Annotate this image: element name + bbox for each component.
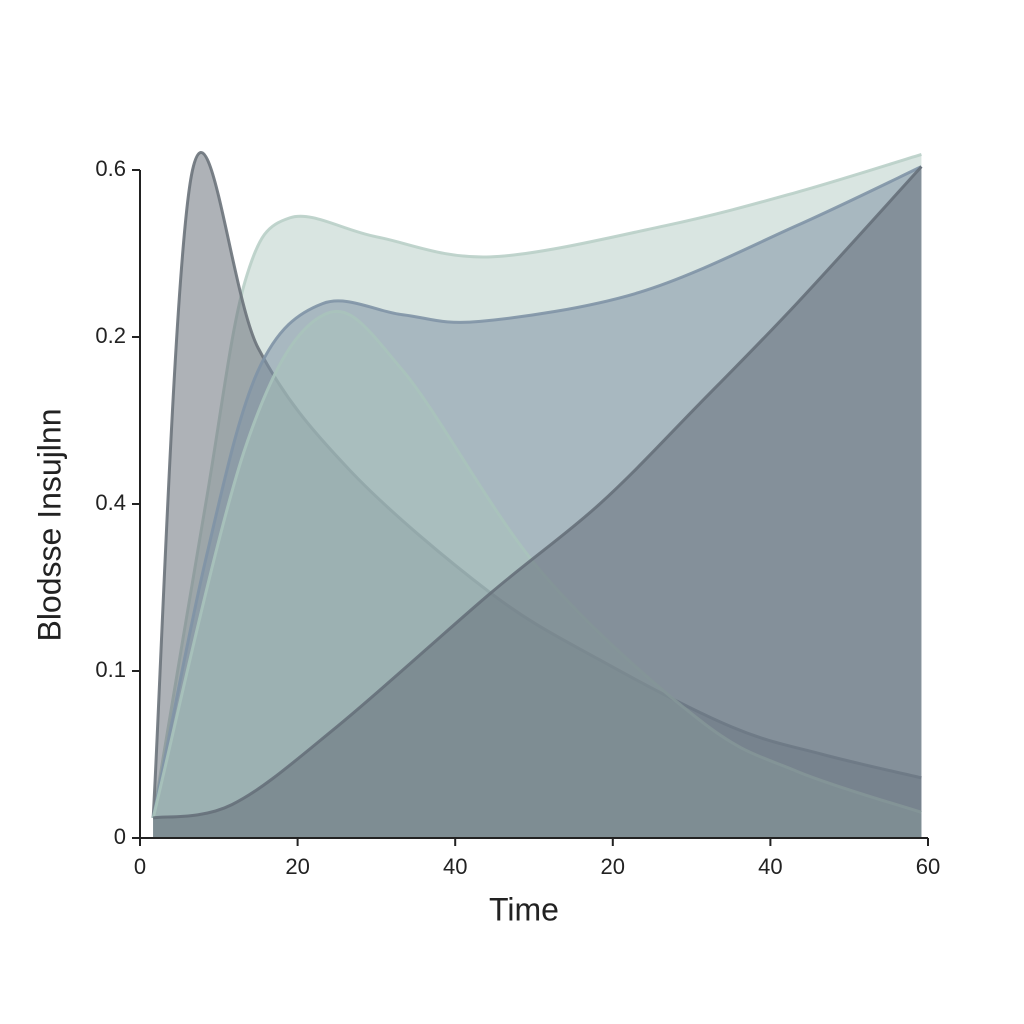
- y-tick-label: 0.4: [95, 490, 126, 515]
- x-tick-label: 20: [285, 854, 309, 879]
- x-tick-label: 60: [916, 854, 940, 879]
- line: [152, 165, 923, 820]
- y-axis-label: Blodsse Insujlnn: [31, 408, 67, 641]
- y-tick-label: 0.6: [95, 156, 126, 181]
- y-tick-label: 0: [114, 824, 126, 849]
- x-tick-label: 40: [443, 854, 467, 879]
- x-axis-label: Time: [489, 891, 559, 927]
- line: [151, 165, 923, 819]
- area: [153, 166, 922, 838]
- y-tick-label: 0.1: [95, 657, 126, 682]
- y-tick-label: 0.2: [95, 323, 126, 348]
- x-tick-label: 20: [601, 854, 625, 879]
- x-tick-label: 40: [758, 854, 782, 879]
- x-tick-label: 0: [134, 854, 146, 879]
